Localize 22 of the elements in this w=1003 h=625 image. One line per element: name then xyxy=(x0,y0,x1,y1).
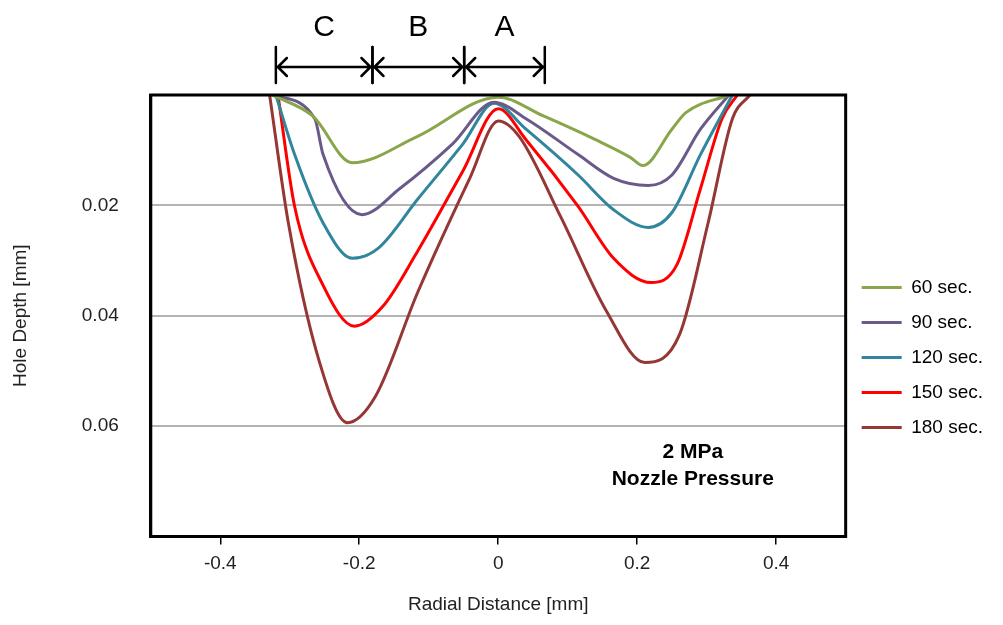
legend-label: 60 sec. xyxy=(911,275,973,297)
y-tick-label: 0.06 xyxy=(81,414,119,436)
line-series xyxy=(276,95,739,328)
legend-label: 150 sec. xyxy=(911,380,983,402)
y-tick-label: 0.02 xyxy=(81,193,119,215)
x-tick-label: 0 xyxy=(492,552,504,574)
legend-label: 120 sec. xyxy=(911,345,983,367)
x-axis-title: Radial Distance [mm] xyxy=(407,592,589,614)
annotation: 2 MPa Nozzle Pressure xyxy=(611,439,774,490)
line-series xyxy=(268,95,752,425)
y-axis-title: Hole Depth [mm] xyxy=(8,244,30,387)
text: B xyxy=(408,9,429,43)
legend-label: 180 sec. xyxy=(911,415,983,437)
text: A xyxy=(494,9,515,43)
x-tick-label: 0.2 xyxy=(624,552,651,574)
x-tick-label: -0.4 xyxy=(203,552,238,574)
text: C xyxy=(313,9,335,43)
line-series xyxy=(274,95,734,260)
x-tick-label: -0.2 xyxy=(342,552,376,574)
x-tick-label: 0.4 xyxy=(762,552,790,574)
legend-label: 90 sec. xyxy=(911,310,973,332)
y-tick-label: 0.04 xyxy=(81,303,120,325)
